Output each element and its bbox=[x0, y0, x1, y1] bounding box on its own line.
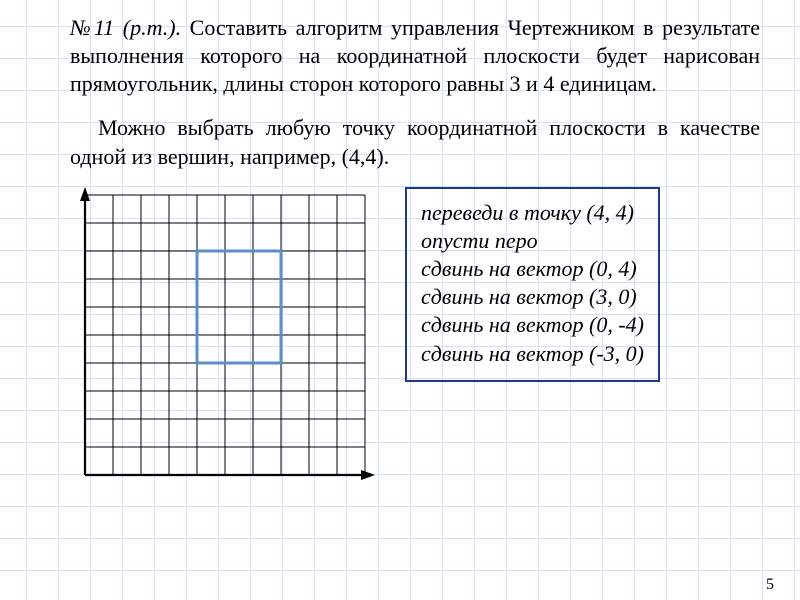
algorithm-line: переведи в точку (4, 4) bbox=[421, 199, 644, 227]
problem-number: №11 (р.т.). bbox=[70, 15, 181, 40]
problem-statement: №11 (р.т.). Составить алгоритм управлени… bbox=[70, 14, 760, 98]
grid-svg bbox=[70, 183, 377, 493]
page-number: 5 bbox=[766, 576, 774, 594]
algorithm-line: сдвинь на вектор (-3, 0) bbox=[421, 340, 644, 368]
algorithm-line: сдвинь на вектор (3, 0) bbox=[421, 283, 644, 311]
coordinate-grid bbox=[70, 181, 375, 493]
algorithm-box: переведи в точку (4, 4)опусти перосдвинь… bbox=[405, 187, 660, 382]
algorithm-line: опусти перо bbox=[421, 227, 644, 255]
algorithm-line: сдвинь на вектор (0, -4) bbox=[421, 311, 644, 339]
algorithm-line: сдвинь на вектор (0, 4) bbox=[421, 255, 644, 283]
hint-text: Можно выбрать любую точку координатной п… bbox=[70, 114, 760, 170]
